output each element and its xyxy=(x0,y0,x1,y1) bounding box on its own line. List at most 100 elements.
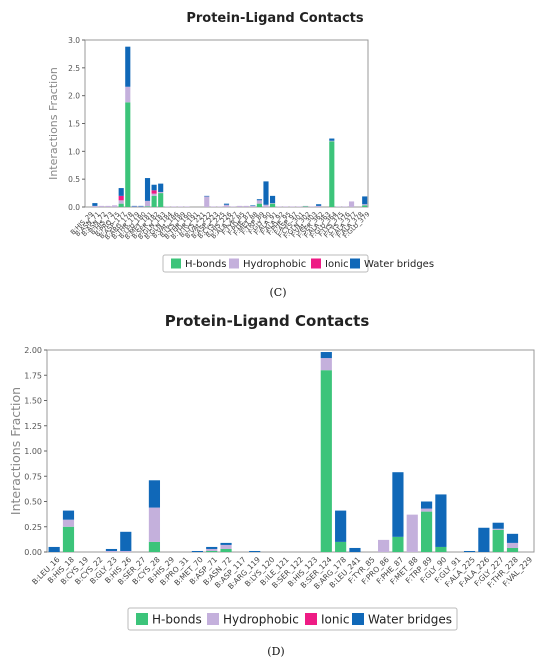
bar-ionic-b-ser-182 xyxy=(151,190,157,194)
bar-water-bridges-b-val-222 xyxy=(204,195,210,197)
bar-water-bridges-f-trp-89 xyxy=(256,199,262,201)
chart-d-svg: Protein-Ligand Contacts Interactions Frac… xyxy=(8,312,535,658)
y-axis-label: Interactions Fraction xyxy=(47,67,60,180)
bar-water-bridges-b-met-70 xyxy=(191,550,203,552)
bar-water-bridges-f-gly-90 xyxy=(263,181,269,205)
y-tick-label: 0.00 xyxy=(24,548,42,557)
bar-hydrophobic-b-pro-75 xyxy=(112,205,118,207)
bar-h-bonds-b-asn-72 xyxy=(220,548,232,552)
bar-h-bonds-f-trp-89 xyxy=(420,511,433,552)
bar-h-bonds-f-thr-228 xyxy=(506,547,519,552)
y-tick-label: 1.75 xyxy=(24,371,42,380)
bar-hydrophobic-f-trp-89 xyxy=(420,508,433,512)
bar-h-bonds-b-arg-178 xyxy=(125,102,131,207)
bar-h-bonds-b-ser-182 xyxy=(151,195,157,207)
bar-hydrophobic-f-asp-97 xyxy=(289,206,295,207)
bar-water-bridges-b-leu-180 xyxy=(138,205,144,207)
legend-swatch-ionic xyxy=(311,258,321,269)
bar-water-bridges-b-his-26 xyxy=(120,531,132,551)
bar-hydrophobic-b-val-186 xyxy=(171,206,177,207)
y-tick-label: 1.00 xyxy=(24,447,42,456)
bar-hydrophobic-f-met-88 xyxy=(406,514,418,552)
bar-h-bonds-b-asp-71 xyxy=(206,550,218,552)
bar-hydrophobic-f-pro-86 xyxy=(378,539,390,552)
legend-label-hydrophobic: Hydrophobic xyxy=(223,612,299,626)
bar-hydrophobic-b-lys-189 xyxy=(177,206,183,207)
y-tick-label: 1.50 xyxy=(24,397,42,406)
bar-hydrophobic-f-val-303 xyxy=(309,206,315,207)
bar-hydrophobic-b-his-73 xyxy=(105,205,111,207)
bar-h-bonds-b-his-18 xyxy=(62,526,75,552)
bar-hydrophobic-f-ala-377 xyxy=(348,201,355,207)
bar-water-bridges-b-his-226 xyxy=(223,203,230,205)
bar-hydrophobic-b-cys-28 xyxy=(148,507,161,542)
bar-hydrophobic-b-asp-177 xyxy=(118,200,124,204)
panel-label: (D) xyxy=(267,645,284,658)
legend-label-h-bonds: H-bonds xyxy=(185,259,227,270)
bar-h-bonds-b-asp-177 xyxy=(118,203,124,207)
bar-hydrophobic-f-gly-90 xyxy=(263,204,269,207)
bar-water-bridges-f-ala-91 xyxy=(270,195,276,204)
bar-h-bonds-b-ser-124 xyxy=(320,370,332,552)
plot-frame xyxy=(46,349,535,553)
bar-hydrophobic-f-gln-302 xyxy=(302,205,309,207)
bar-water-bridges-f-trp-89 xyxy=(420,501,433,509)
bar-hydrophobic-b-asn-71 xyxy=(92,205,98,207)
legend-label-ionic: Ionic xyxy=(325,259,349,270)
bar-h-bonds-b-arg-178 xyxy=(335,541,347,552)
bar-hydrophobic-b-val-222 xyxy=(204,196,210,207)
y-tick-label: 0.50 xyxy=(24,498,42,507)
bar-hydrophobic-f-met-88 xyxy=(250,205,256,207)
legend-label-ionic: Ionic xyxy=(321,612,349,626)
bar-water-bridges-b-asp-177 xyxy=(118,188,124,196)
bar-hydrophobic-f-phe-87 xyxy=(243,205,249,207)
legend-label-h-bonds: H-bonds xyxy=(152,612,202,626)
bar-hydrophobic-b-thr-179 xyxy=(131,206,137,207)
bar-hydrophobic-b-gln-184 xyxy=(164,206,170,207)
bar-hydrophobic-b-asn-72 xyxy=(98,205,105,207)
bar-hydrophobic-f-ala-91 xyxy=(270,203,276,204)
bar-hydrophobic-f-tyr-85 xyxy=(237,205,243,207)
bar-water-bridges-f-gly-90 xyxy=(435,494,447,547)
y-tick-label: 1.0 xyxy=(68,147,80,156)
bar-water-bridges-b-thr-179 xyxy=(131,205,137,207)
bar-hydrophobic-f-cys-301 xyxy=(296,206,302,207)
bar-hydrophobic-b-gln-183 xyxy=(158,191,164,194)
bar-hydrophobic-b-met-181 xyxy=(144,200,151,207)
bar-hydrophobic-f-glu-364 xyxy=(329,140,335,142)
legend-swatch-water-bridges xyxy=(352,613,364,625)
bar-h-bonds-f-gln-302 xyxy=(302,206,309,207)
bar-hydrophobic-f-lys-375 xyxy=(335,206,341,207)
bar-hydrophobic-f-ser-362 xyxy=(316,205,322,207)
bar-h-bonds-b-gln-183 xyxy=(158,193,164,207)
bar-hydrophobic-b-ser-124 xyxy=(320,358,332,371)
bar-hydrophobic-b-his-226 xyxy=(223,204,230,207)
bar-water-bridges-b-leu-16 xyxy=(48,546,60,552)
bar-hydrophobic-f-glu-379 xyxy=(362,204,368,206)
bar-water-bridges-f-thr-228 xyxy=(506,533,519,543)
bar-ionic-b-asp-177 xyxy=(118,195,124,201)
y-tick-label: 3.0 xyxy=(68,36,80,45)
legend-swatch-h-bonds xyxy=(171,258,181,269)
y-tick-label: 0.25 xyxy=(24,523,42,532)
chart-c-svg: Protein-Ligand Contacts Interactions Frac… xyxy=(47,11,434,299)
legend-label-water-bridges: Water bridges xyxy=(364,259,434,270)
y-tick-label: 2.0 xyxy=(68,92,80,101)
bar-water-bridges-b-arg-119 xyxy=(249,550,261,552)
y-tick-label: 0.75 xyxy=(24,472,42,481)
bar-h-bonds-f-gly-90 xyxy=(435,546,447,552)
bar-water-bridges-f-phe-87 xyxy=(392,472,404,537)
bar-water-bridges-b-asn-72 xyxy=(220,542,232,545)
bar-h-bonds-f-gly-227 xyxy=(492,529,504,552)
bar-hydrophobic-b-gly-23 xyxy=(105,550,118,552)
bar-hydrophobic-b-cys-225 xyxy=(217,206,223,207)
bar-water-bridges-f-ala-225 xyxy=(463,550,476,552)
legend-swatch-hydrophobic xyxy=(207,613,219,625)
bar-water-bridges-b-leu-241 xyxy=(349,547,361,552)
bar-hydrophobic-b-thr-190 xyxy=(184,206,190,207)
legend-label-hydrophobic: Hydrophobic xyxy=(243,259,306,270)
bar-water-bridges-b-gln-183 xyxy=(158,183,164,192)
bar-hydrophobic-b-his-18 xyxy=(62,519,75,527)
bar-h-bonds-b-met-181 xyxy=(144,206,151,207)
y-tick-label: 0.5 xyxy=(68,175,80,184)
